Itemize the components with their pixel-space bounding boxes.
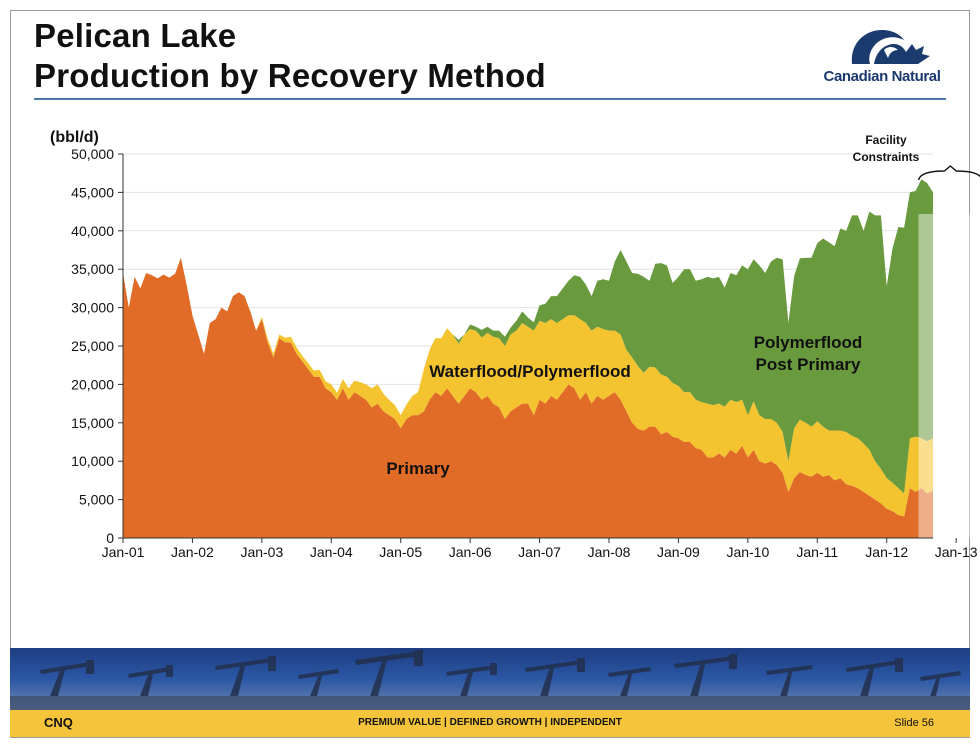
chart-labels: 0 5,000 10,000 15,000 20,000 25,000 30,000 35,0… <box>50 129 978 560</box>
constraint-bracket <box>917 165 980 181</box>
x-tick-label: Jan-07 <box>518 544 561 560</box>
chart-annotation: Facility <box>865 133 907 147</box>
x-tick-label: Jan-12 <box>865 544 908 560</box>
y-tick-label: 25,000 <box>71 338 114 354</box>
title-line-2: Production by Recovery Method <box>34 57 546 94</box>
chart-areas <box>123 179 933 538</box>
series-area-primary <box>123 257 933 538</box>
chart-annotation: Polymerflood <box>754 333 863 352</box>
series-area-polymerflood-post-primary <box>123 179 933 494</box>
x-tick-label: Jan-13 <box>935 544 978 560</box>
slide-title: Pelican Lake Production by Recovery Meth… <box>34 16 546 96</box>
y-tick-label: 5,000 <box>79 492 114 508</box>
chart-annotation: Primary <box>386 459 450 478</box>
slide-number: Slide 56 <box>894 717 934 729</box>
y-axis-label: (bbl/d) <box>50 129 99 146</box>
y-tick-label: 40,000 <box>71 223 114 239</box>
series-area-waterflood-polymerflood <box>123 257 933 517</box>
y-tick-label: 35,000 <box>71 261 114 277</box>
constraint-highlight <box>918 214 980 538</box>
production-chart: 0 5,000 10,000 15,000 20,000 25,000 30,000 35,0… <box>50 129 980 560</box>
maple-swoosh-icon <box>851 30 930 64</box>
chart-annotation: Constraints <box>853 150 920 164</box>
x-tick-label: Jan-05 <box>379 544 422 560</box>
chart-axes <box>118 153 957 543</box>
x-tick-label: Jan-10 <box>726 544 769 560</box>
title-divider <box>34 98 946 100</box>
company-logo: Canadian Natural <box>812 24 952 92</box>
footer-bar: CNQ PREMIUM VALUE | DEFINED GROWTH | IND… <box>10 710 970 737</box>
y-tick-label: 10,000 <box>71 453 114 469</box>
y-tick-label: 20,000 <box>71 376 114 392</box>
x-tick-label: Jan-01 <box>102 544 145 560</box>
footer-tagline: PREMIUM VALUE | DEFINED GROWTH | INDEPEN… <box>358 717 622 728</box>
y-tick-label: 45,000 <box>71 184 114 200</box>
y-tick-label: 50,000 <box>71 146 114 162</box>
y-tick-label: 30,000 <box>71 300 114 316</box>
x-tick-label: Jan-04 <box>310 544 353 560</box>
chart-overlay <box>917 165 980 538</box>
footer-company: CNQ <box>44 715 73 730</box>
title-line-1: Pelican Lake <box>34 17 237 54</box>
x-tick-label: Jan-11 <box>796 544 838 560</box>
x-tick-label: Jan-08 <box>588 544 631 560</box>
chart-annotation: Waterflood/Polymerflood <box>429 362 631 381</box>
x-tick-label: Jan-03 <box>240 544 283 560</box>
x-tick-label: Jan-02 <box>171 544 214 560</box>
pumpjack-silhouettes-icon <box>10 650 970 710</box>
y-tick-label: 0 <box>106 530 114 546</box>
chart-annotation: Post Primary <box>756 355 861 374</box>
y-tick-label: 15,000 <box>71 415 114 431</box>
logo-wordmark: Canadian Natural <box>823 68 941 85</box>
oilfield-banner <box>10 648 970 710</box>
x-tick-label: Jan-06 <box>449 544 492 560</box>
x-tick-label: Jan-09 <box>657 544 700 560</box>
